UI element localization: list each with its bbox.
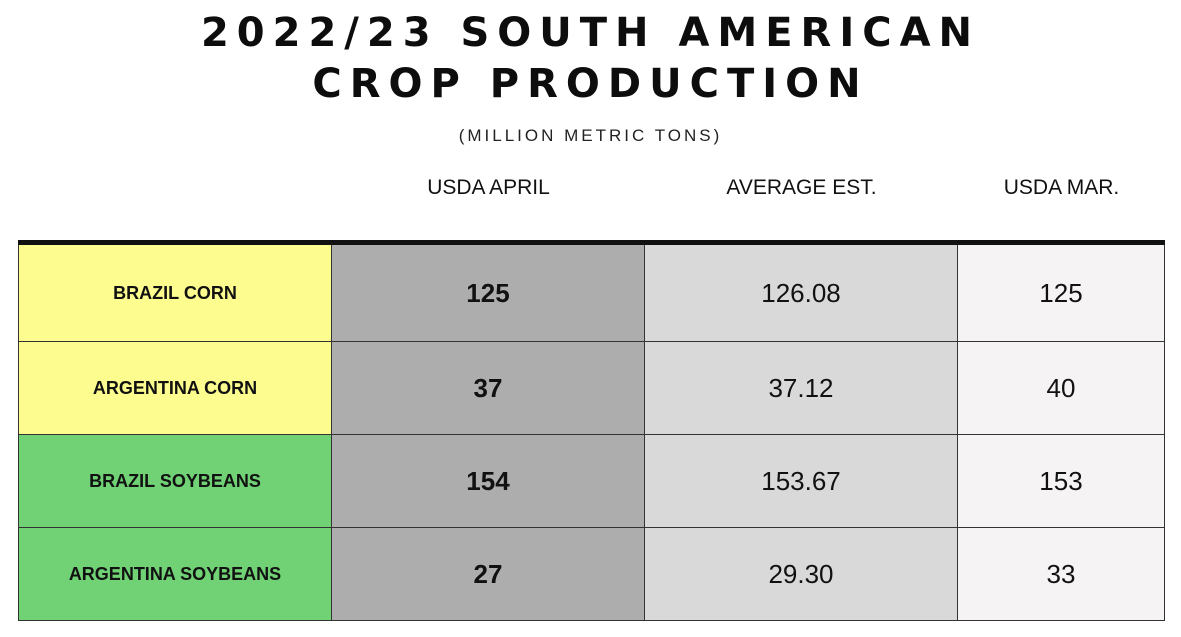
cell-usda-mar: 33 bbox=[958, 528, 1165, 620]
cell-usda-april: 37 bbox=[332, 342, 645, 434]
cell-usda-mar: 153 bbox=[958, 435, 1165, 527]
chart-title-line-2: CROP PRODUCTION bbox=[312, 61, 869, 107]
cell-usda-april: 27 bbox=[332, 528, 645, 620]
column-header-average-est: AVERAGE EST. bbox=[726, 176, 877, 199]
cell-average-est: 37.12 bbox=[645, 342, 958, 434]
table-row-argentina-corn: ARGENTINA CORN 37 37.12 40 bbox=[18, 342, 1165, 435]
row-label: BRAZIL SOYBEANS bbox=[18, 435, 332, 527]
row-label: ARGENTINA CORN bbox=[18, 342, 332, 434]
chart-title-line-1: 2022/23 SOUTH AMERICAN bbox=[200, 10, 981, 56]
table-row-brazil-soybeans: BRAZIL SOYBEANS 154 153.67 153 bbox=[18, 435, 1165, 528]
table-row-argentina-soybeans: ARGENTINA SOYBEANS 27 29.30 33 bbox=[18, 528, 1165, 621]
column-header-usda-mar: USDA MAR. bbox=[1003, 176, 1120, 199]
cell-average-est: 29.30 bbox=[645, 528, 958, 620]
cell-usda-april: 154 bbox=[332, 435, 645, 527]
cell-usda-april: 125 bbox=[332, 245, 645, 341]
cell-usda-mar: 125 bbox=[958, 245, 1165, 341]
cell-average-est: 126.08 bbox=[645, 245, 958, 341]
crop-production-table: BRAZIL CORN 125 126.08 125 ARGENTINA COR… bbox=[18, 240, 1165, 621]
cell-usda-mar: 40 bbox=[958, 342, 1165, 434]
row-label: ARGENTINA SOYBEANS bbox=[18, 528, 332, 620]
cell-average-est: 153.67 bbox=[645, 435, 958, 527]
column-header-usda-april: USDA APRIL bbox=[427, 176, 550, 199]
chart-subtitle-units: (MILLION METRIC TONS) bbox=[458, 126, 723, 145]
table-row-brazil-corn: BRAZIL CORN 125 126.08 125 bbox=[18, 245, 1165, 342]
row-label: BRAZIL CORN bbox=[18, 245, 332, 341]
